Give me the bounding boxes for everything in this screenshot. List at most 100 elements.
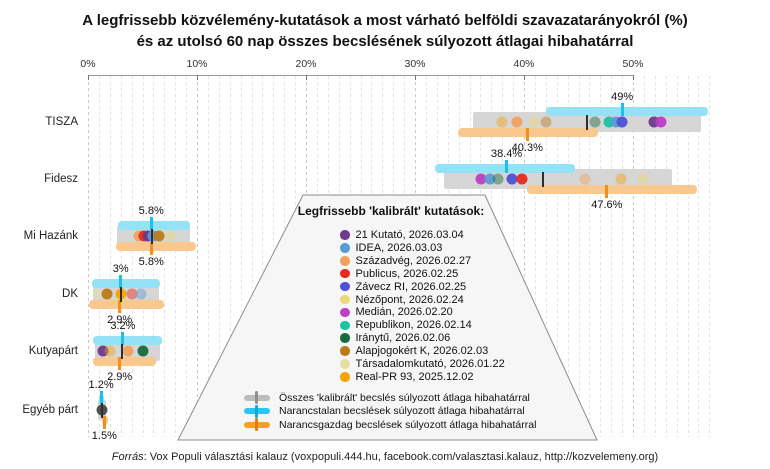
gridline [524,76,525,437]
legend-item-label: Real-PR 93, 2025.12.02 [355,370,474,383]
party-label-5: Kutyapárt [28,345,78,357]
poll-dot [506,173,518,185]
poll-dot [516,173,528,185]
poll-dot [579,173,591,185]
legend-item-label: IDEA, 2026.03.03 [355,241,443,254]
x-axis-tick-label: 50% [622,58,644,70]
poll-dot [589,116,601,128]
gridline [218,76,220,437]
chart-title: A legfrissebb közvélemény-kutatások a mo… [0,10,770,52]
publicus-dot [340,268,350,279]
chart-title-line2: és az utolsó 60 nap összes becslésének s… [136,33,634,50]
all-average-tick [586,114,589,130]
gridline [534,76,536,437]
poll-dot [496,116,508,128]
gridline [567,76,569,437]
poll-dot [610,116,622,128]
gridline [600,76,602,437]
poll-dot [101,288,113,300]
value-label-bottom: 40.3% [511,142,543,154]
republikon-dot [340,320,350,331]
legend-item: Iránytű, 2026.02.06 [340,332,450,344]
poll-dot [603,116,615,128]
poll-dot [122,345,134,357]
gridline [687,76,689,437]
all-average-bar [444,169,673,189]
z-vecz-ri-dot [340,281,350,292]
avg-legend-orange-free: Narancstalan becslések súlyozott átlaga … [242,404,525,418]
orange-rich-average-tick [118,300,122,313]
gridline [131,76,133,437]
orange-free-average-bar [93,336,163,345]
legend-item-label: Iránytű, 2026.02.06 [355,332,451,345]
legend-item: Real-PR 93, 2025.12.02 [340,371,474,383]
poll-dot [615,173,627,185]
legend-item-label: Medián, 2026.02.20 [355,306,453,319]
x-axis-tick [197,75,198,80]
gridline [589,76,591,437]
all-average-tick [541,171,544,187]
poll-dot [492,173,504,185]
gridline [654,76,656,437]
legend-item: 21 Kutató, 2026.03.04 [340,229,464,241]
orange-rich-average-tick [605,185,609,198]
legend-item-label: Társadalomkutató, 2026.01.22 [355,358,505,370]
legend-title: Legfrissebb 'kalibrált' kutatások: [297,204,485,218]
sz-zadv-g-dot [340,256,350,266]
x-axis-line [88,75,633,76]
value-label-bottom: 1.5% [91,430,117,442]
party-label-4: DK [62,288,78,300]
poll-dot [540,116,552,128]
poll-dot [637,173,649,185]
x-axis-tick [633,75,634,80]
avg-legend-label: Összes 'kalibrált' becslés súlyozott átl… [279,391,530,404]
gridline [262,76,264,437]
legend-item-label: Publicus, 2026.02.25 [355,267,459,280]
gridline [665,76,667,437]
x-axis-tick [88,75,89,80]
gridline [633,76,634,437]
legend-item-label: Závecz RI, 2026.02.25 [355,280,467,293]
party-label-1: TISZA [45,116,78,128]
orange-rich-average-tick [149,242,153,255]
poll-dot [137,345,148,357]
gridline [556,76,558,437]
orange-free-average-tick [149,217,153,230]
legend-item-label: 21 Kutató, 2026.03.04 [355,229,464,241]
t-rsadalomkutat--dot [340,359,350,369]
gridline [240,76,242,437]
avg-legend-orange-rich: Narancsgazdag becslések súlyozott átlaga… [242,418,536,432]
value-label-bottom: 2.9% [107,371,133,383]
gridline [175,76,177,437]
all-average-tick [119,286,122,302]
legend-item-label: Republikon, 2026.02.14 [355,319,472,332]
legend-item: IDEA, 2026.03.03 [340,242,442,254]
orange-rich-average-tick [118,357,122,370]
poll-dot [616,116,628,128]
legend-item: Závecz RI, 2026.02.25 [340,281,466,293]
gridline [153,76,155,437]
poll-dot [97,345,109,357]
x-axis-tick-label: 0% [80,58,96,70]
value-label-top: 38.4% [490,148,523,160]
gridline [197,76,198,437]
x-axis-tick-label: 40% [513,58,535,70]
avg-legend-all-icon [242,391,272,404]
orange-rich-average-bar [93,357,156,366]
value-label-top: 3.2% [110,320,136,332]
gridline [120,76,122,437]
x-axis-tick [306,75,307,80]
poll-dot [528,116,540,128]
poll-dot [126,288,138,300]
poll-dot [655,116,667,128]
poll-dot [475,173,487,185]
gridline [545,76,547,437]
value-label-top: 5.8% [138,205,164,217]
gridline [611,76,613,437]
orange-free-average-tick [121,332,125,345]
gridline [88,76,89,437]
poll-dot [153,230,165,242]
medi-n-dot [340,307,350,318]
party-label-6: Egyéb párt [22,404,78,416]
